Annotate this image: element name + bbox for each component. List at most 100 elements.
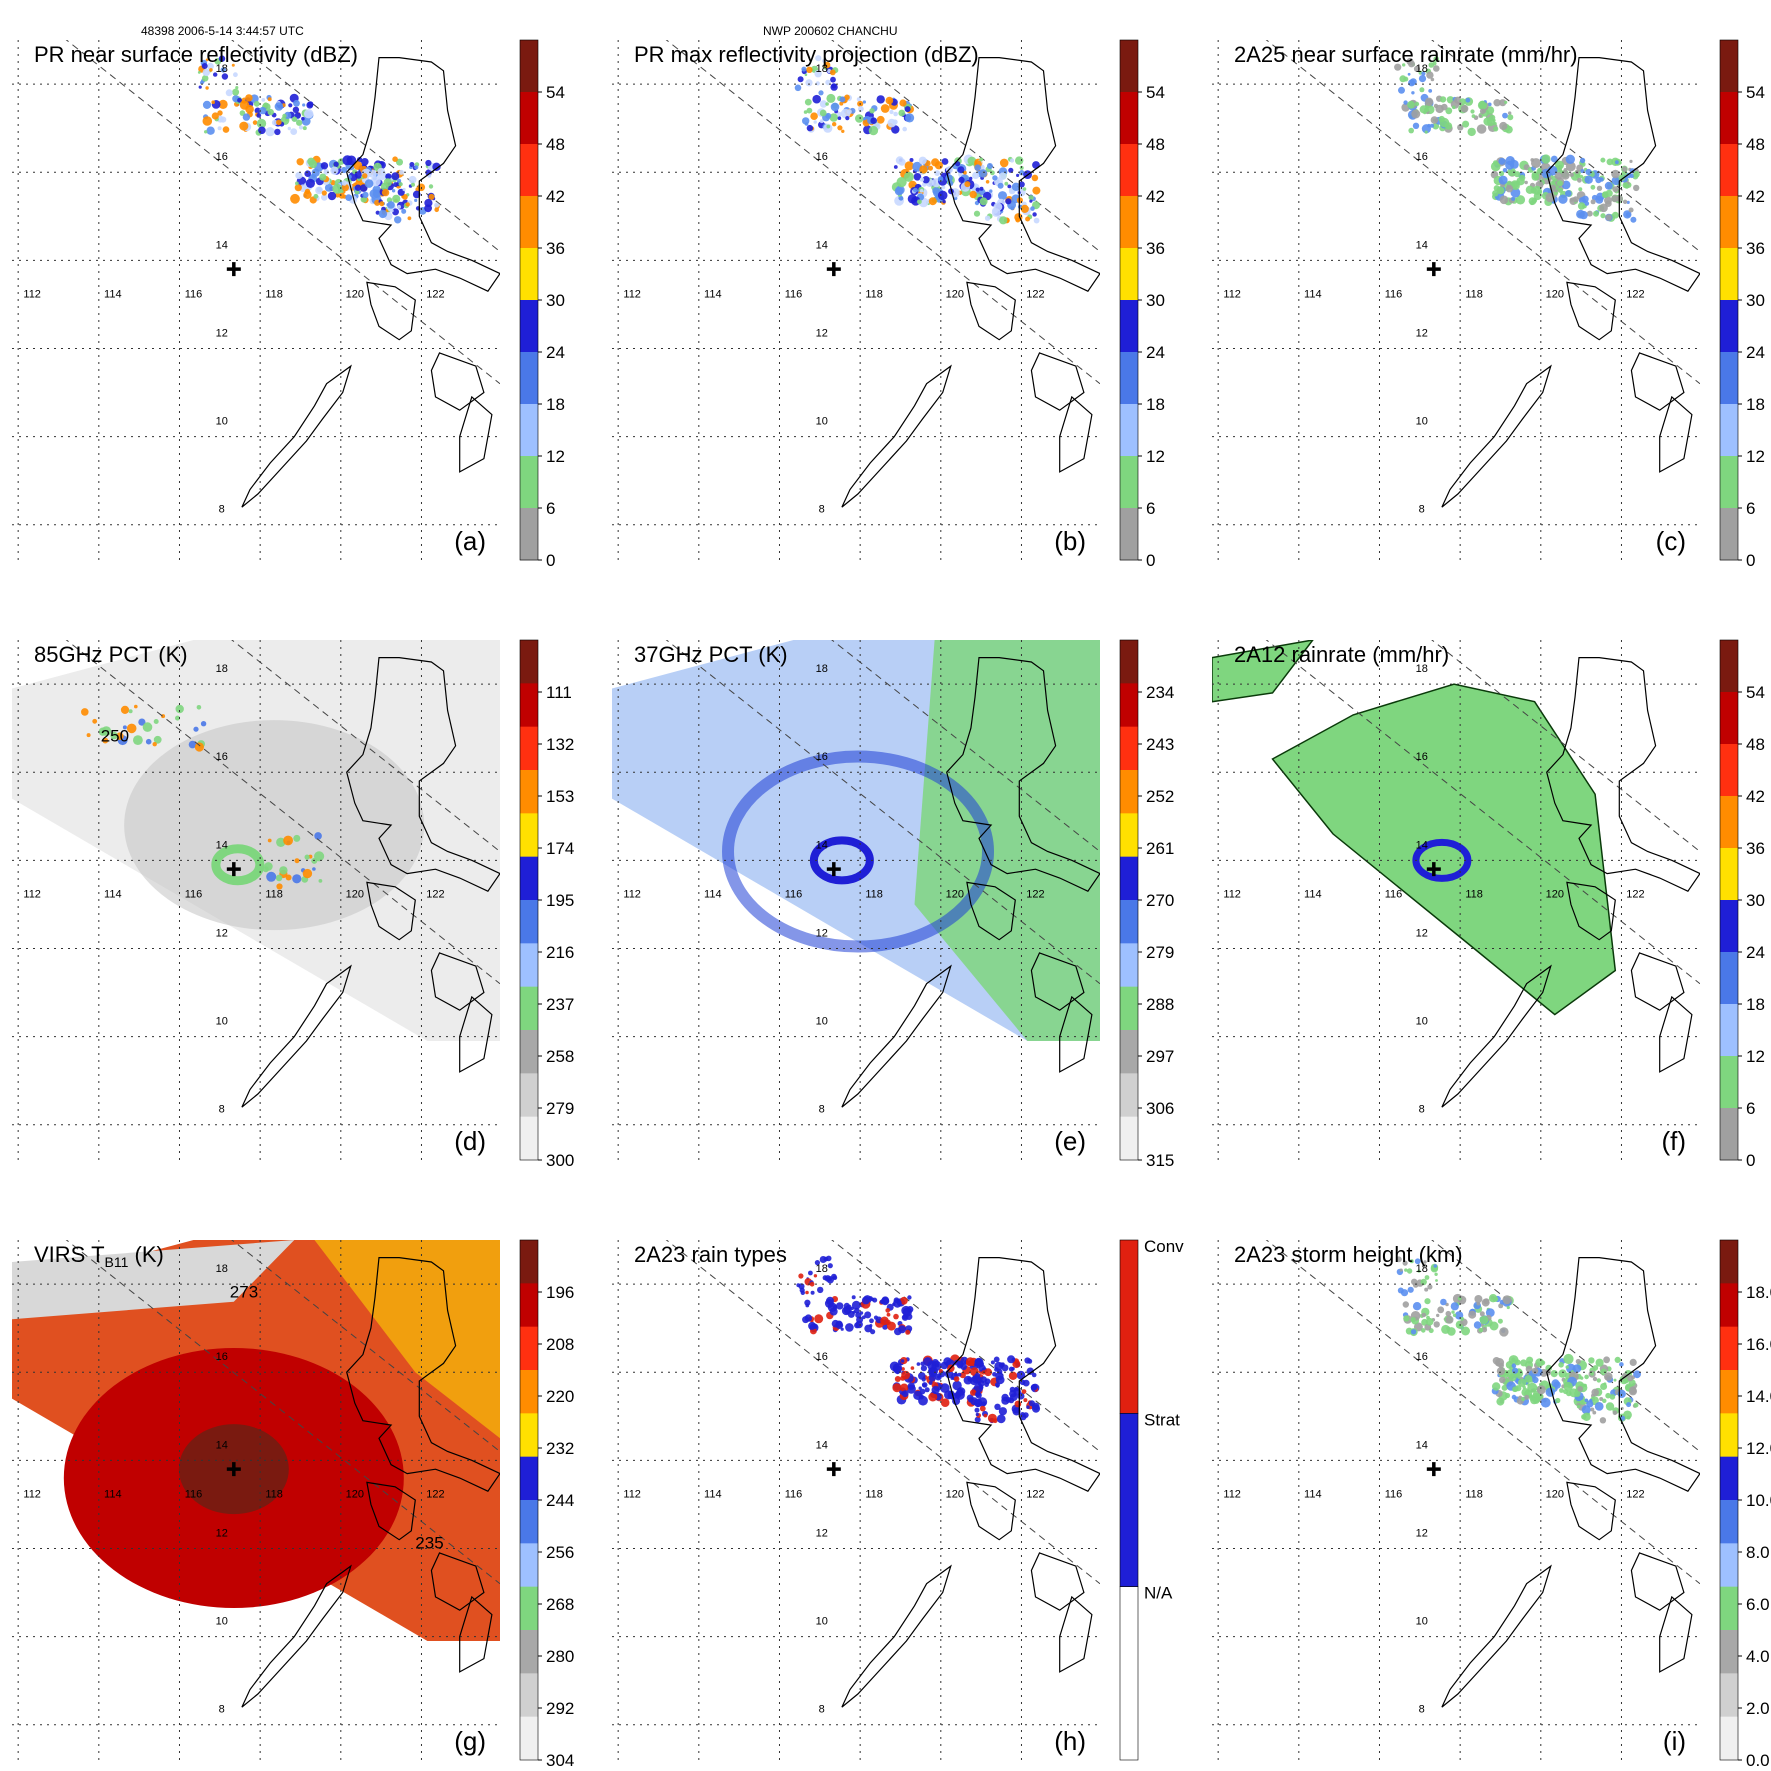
coastline — [966, 881, 1016, 941]
colorbar-segment — [520, 1673, 538, 1718]
lat-tick-label: 16 — [816, 1351, 828, 1363]
colorbar-tick: 36 — [1146, 239, 1165, 258]
rain-cell — [1555, 1397, 1561, 1404]
lon-tick-label: 120 — [946, 1489, 964, 1501]
rain-cell — [1015, 156, 1024, 165]
rain-cell — [1593, 210, 1599, 217]
rain-cell — [1458, 1324, 1463, 1329]
lat-tick-label: 16 — [816, 751, 828, 763]
coastline — [241, 1564, 352, 1708]
rain-cell — [861, 1296, 870, 1305]
storm-center-marker — [1426, 862, 1441, 877]
lat-tick-label: 14 — [816, 839, 828, 851]
lon-tick-label: 112 — [623, 1489, 641, 1501]
rain-cell — [1414, 101, 1420, 107]
rain-cell — [102, 737, 109, 744]
rain-cell — [1626, 172, 1632, 179]
colorbar-tick: 304 — [546, 1751, 574, 1770]
colorbar: 54 48 42 36 30 24 18 12 6 0 — [519, 39, 565, 570]
rain-cell — [1591, 1388, 1599, 1397]
rain-cell — [1424, 1298, 1431, 1305]
rain-cell — [275, 874, 283, 882]
rain-cell — [902, 126, 907, 132]
rain-cell — [304, 188, 311, 195]
rain-cell — [161, 714, 166, 719]
coastline — [459, 1595, 493, 1673]
rain-cell — [206, 126, 215, 135]
lat-tick-label: 14 — [1416, 239, 1428, 251]
colorbar: 234 243 252 261 270 279 288 297 306 315 — [1119, 639, 1174, 1170]
rain-cell — [859, 1311, 864, 1315]
rain-cell — [1576, 1404, 1581, 1409]
rain-cell — [308, 160, 318, 169]
swath-edge — [1431, 40, 1700, 252]
rain-cell — [1423, 1260, 1427, 1264]
rain-cell — [1512, 1386, 1518, 1392]
rain-cell — [1025, 216, 1031, 222]
swath-edge — [831, 1240, 1100, 1452]
rain-cell — [397, 178, 402, 183]
colorbar-tick: 30 — [1146, 291, 1165, 310]
rain-cell — [1014, 1400, 1022, 1408]
rain-cell — [295, 171, 303, 180]
rain-cell — [918, 156, 927, 165]
lon-tick-label: 120 — [1546, 289, 1564, 301]
lat-tick-label: 16 — [1416, 151, 1428, 163]
rain-cell — [1599, 177, 1604, 182]
colorbar: 18.0 16.0 14.0 12.0 10.0 8.0 6.0 4.0 2.0 0.0 — [1719, 1239, 1771, 1770]
panel-title: VIRS TB11 (K) — [34, 1242, 164, 1270]
lon-tick-label: 112 — [623, 289, 641, 301]
lat-tick-label: 14 — [816, 1439, 828, 1451]
lon-tick-label: 116 — [185, 1489, 203, 1501]
rain-cell — [1563, 1353, 1574, 1365]
rain-cell — [1418, 75, 1427, 83]
rain-cell — [1032, 1402, 1040, 1411]
colorbar-segment — [1720, 1326, 1738, 1371]
lon-tick-label: 114 — [104, 1489, 122, 1501]
rain-cell — [806, 66, 813, 74]
rain-cell — [319, 173, 327, 181]
rain-cell — [1433, 56, 1439, 62]
rain-cell — [817, 1286, 824, 1294]
colorbar-segment — [520, 943, 538, 988]
colorbar-tick: 0 — [1746, 551, 1755, 570]
coastline — [1059, 395, 1093, 473]
swath-edge — [65, 1240, 500, 1585]
rain-cell — [315, 186, 323, 195]
panel-label: (d) — [454, 1126, 486, 1156]
rain-cell — [997, 182, 1004, 189]
rain-cell — [1496, 186, 1505, 195]
coastline — [1546, 57, 1700, 292]
lon-tick-label: 122 — [1626, 889, 1644, 901]
rain-cell — [1581, 1405, 1591, 1415]
swath-edge — [231, 640, 500, 852]
colorbar-tick: 0 — [1746, 1151, 1755, 1170]
rain-cell — [205, 58, 209, 62]
rain-cell — [262, 866, 269, 873]
lat-tick-label: 18 — [816, 663, 828, 675]
rain-cell — [950, 1376, 954, 1380]
rain-cell — [1629, 1358, 1637, 1366]
rain-cell — [353, 161, 363, 170]
lat-tick-label: 18 — [1416, 63, 1428, 75]
rain-cell — [1411, 109, 1421, 119]
colorbar-tick: 8.0 — [1746, 1543, 1770, 1562]
lon-tick-label: 122 — [1026, 889, 1044, 901]
lon-tick-label: 120 — [946, 889, 964, 901]
lon-tick-label: 120 — [1546, 889, 1564, 901]
rain-cell — [868, 125, 879, 136]
rain-cell — [910, 1366, 915, 1370]
rain-cell — [885, 1308, 890, 1313]
coastline — [946, 57, 1100, 292]
colorbar-segment — [1720, 1630, 1738, 1674]
rain-cell — [411, 182, 415, 187]
lat-tick-label: 14 — [216, 239, 228, 251]
rain-cell — [832, 1275, 838, 1281]
rain-cell — [1511, 1394, 1517, 1400]
rain-cell — [399, 169, 404, 175]
rain-cell — [918, 1394, 924, 1400]
rain-cell — [333, 161, 339, 167]
rain-cell — [1595, 1358, 1604, 1367]
lon-tick-label: 122 — [426, 289, 444, 301]
rain-cell — [825, 112, 832, 119]
